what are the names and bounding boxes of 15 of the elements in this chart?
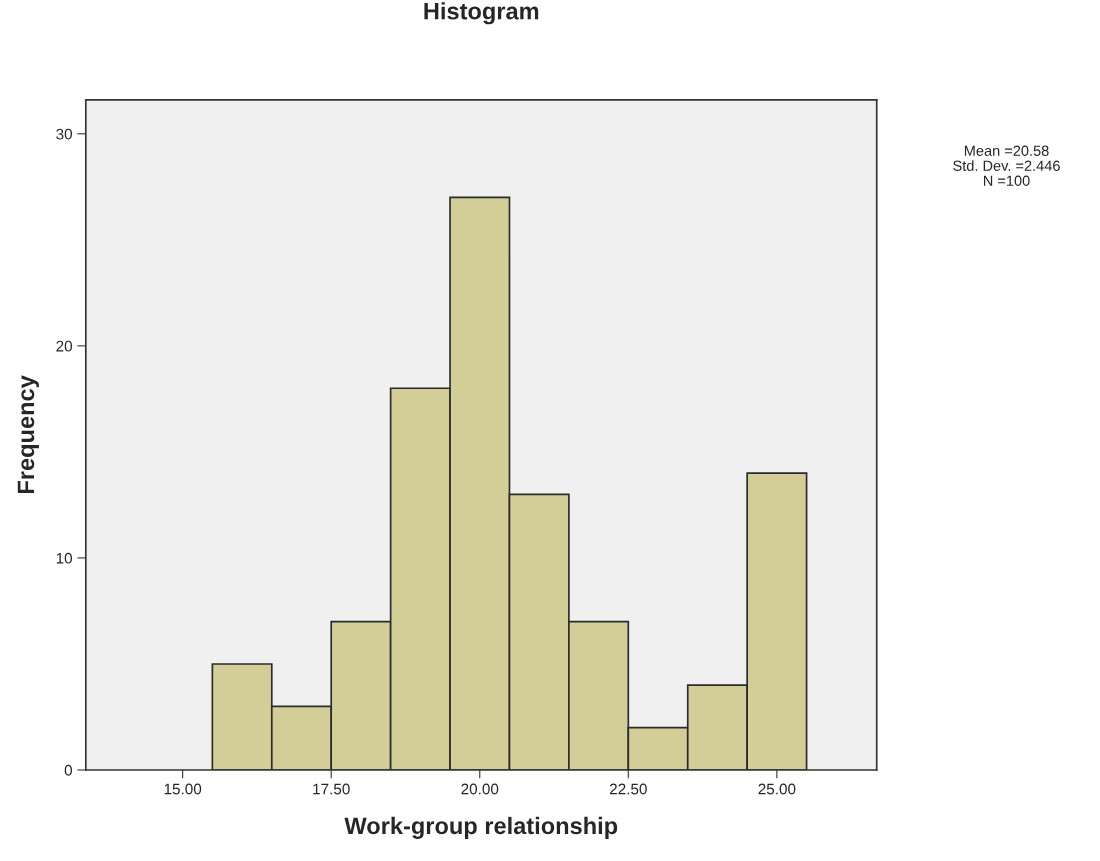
- y-tick-label: 30: [56, 128, 73, 140]
- y-tick-label: 0: [64, 764, 73, 776]
- y-tick-label: 20: [56, 340, 73, 352]
- x-tick-label: 15.00: [164, 783, 202, 795]
- text: N =100: [983, 175, 1030, 186]
- x-tick-label: 20.00: [461, 783, 499, 795]
- x-tick-label: 22.50: [609, 783, 647, 795]
- text: Std. Dev. =2.446: [953, 160, 1060, 171]
- y-tick-label: 10: [56, 552, 73, 564]
- x-tick-label: 17.50: [313, 783, 350, 795]
- x-axis-title: Work-group relationship: [344, 816, 618, 839]
- chart-title: Histogram: [424, 2, 539, 25]
- x-tick-label: 25.00: [758, 783, 796, 795]
- text: Mean =20.58: [964, 145, 1049, 156]
- y-axis-title: Frequency: [17, 375, 39, 494]
